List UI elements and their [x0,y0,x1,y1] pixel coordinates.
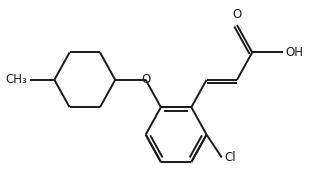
Text: O: O [232,8,242,21]
Text: CH₃: CH₃ [6,73,28,86]
Text: OH: OH [286,46,304,59]
Text: O: O [141,73,150,86]
Text: Cl: Cl [224,151,236,164]
